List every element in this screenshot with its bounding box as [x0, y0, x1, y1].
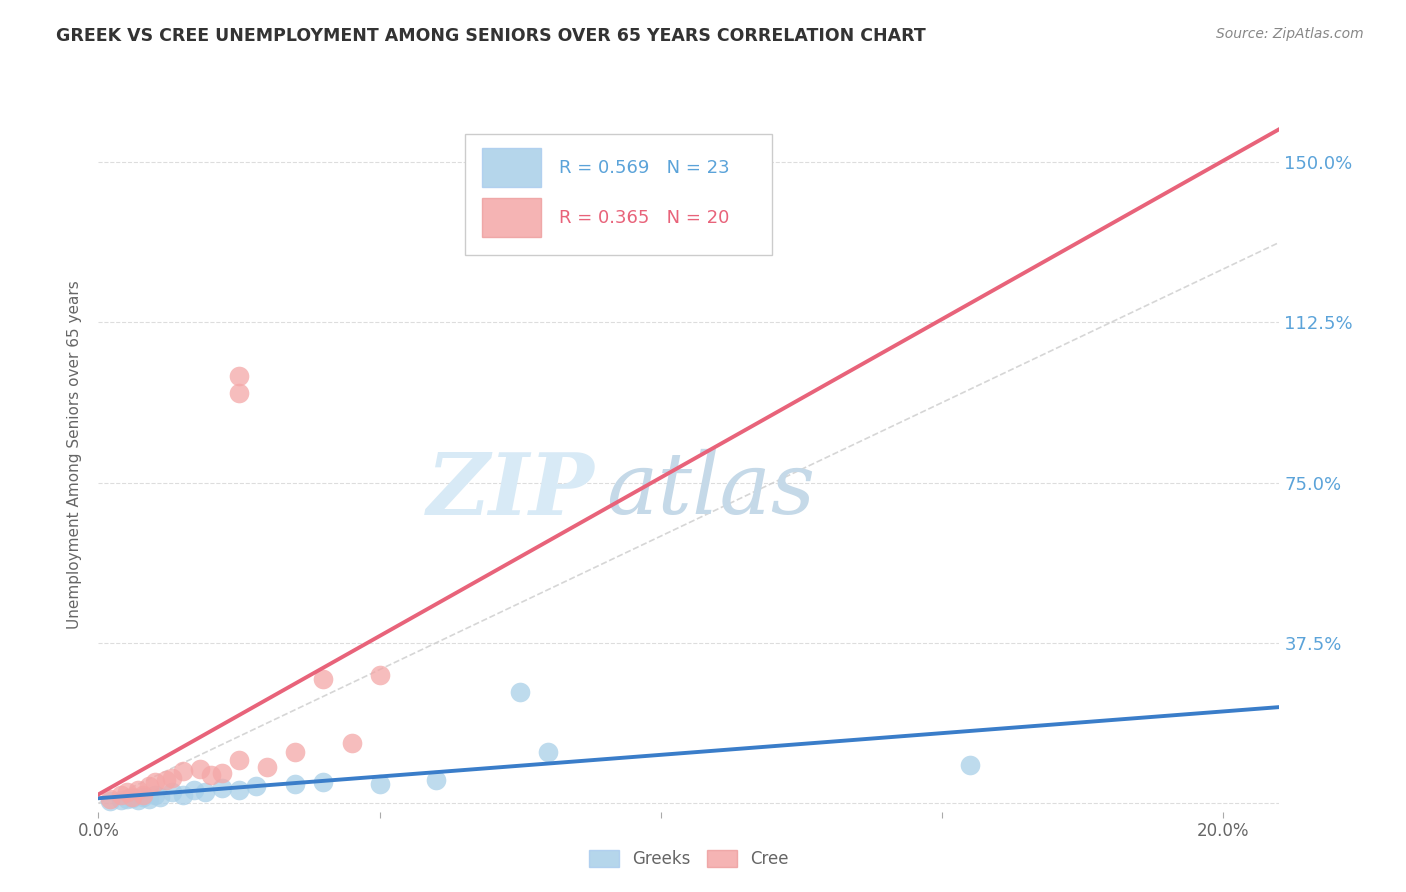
Point [149, 789, 172, 804]
Point [959, 757, 981, 772]
Point [200, 768, 222, 782]
Text: atlas: atlas [606, 450, 815, 532]
Point [132, 788, 155, 802]
Point [160, 785, 183, 799]
Point [115, 785, 138, 799]
Text: R = 0.365   N = 20: R = 0.365 N = 20 [560, 209, 730, 227]
Point [143, 788, 166, 802]
Point [138, 779, 160, 793]
Point [228, 386, 250, 401]
Text: R = 0.569   N = 23: R = 0.569 N = 23 [560, 159, 730, 177]
Point [368, 777, 391, 791]
FancyBboxPatch shape [482, 148, 541, 187]
Point [110, 793, 132, 807]
Point [121, 791, 143, 805]
Point [98, 792, 121, 806]
Point [284, 745, 307, 759]
Point [143, 774, 166, 789]
Text: ZIP: ZIP [426, 449, 595, 533]
Point [172, 788, 194, 802]
Point [127, 783, 149, 797]
Point [172, 764, 194, 778]
Point [368, 668, 391, 682]
Point [160, 771, 183, 785]
FancyBboxPatch shape [464, 134, 772, 255]
Legend: Greeks, Cree: Greeks, Cree [582, 843, 796, 875]
Point [110, 788, 132, 802]
Point [138, 792, 160, 806]
FancyBboxPatch shape [482, 198, 541, 237]
Text: GREEK VS CREE UNEMPLOYMENT AMONG SENIORS OVER 65 YEARS CORRELATION CHART: GREEK VS CREE UNEMPLOYMENT AMONG SENIORS… [56, 27, 927, 45]
Point [228, 783, 250, 797]
Point [211, 781, 233, 796]
Point [155, 772, 177, 787]
Point [425, 772, 447, 787]
Point [509, 685, 531, 699]
Point [228, 368, 250, 383]
Point [312, 774, 335, 789]
Point [194, 785, 217, 799]
Point [256, 760, 278, 774]
Point [127, 793, 149, 807]
Point [211, 766, 233, 780]
Point [245, 779, 267, 793]
Point [284, 777, 307, 791]
Point [98, 794, 121, 808]
Point [188, 762, 211, 776]
Point [183, 783, 205, 797]
Point [537, 745, 560, 759]
Point [312, 672, 335, 686]
Point [115, 792, 138, 806]
Point [121, 789, 143, 804]
Point [132, 789, 155, 804]
Y-axis label: Unemployment Among Seniors over 65 years: Unemployment Among Seniors over 65 years [67, 281, 83, 629]
Text: Source: ZipAtlas.com: Source: ZipAtlas.com [1216, 27, 1364, 41]
Point [340, 736, 363, 750]
Point [228, 754, 250, 768]
